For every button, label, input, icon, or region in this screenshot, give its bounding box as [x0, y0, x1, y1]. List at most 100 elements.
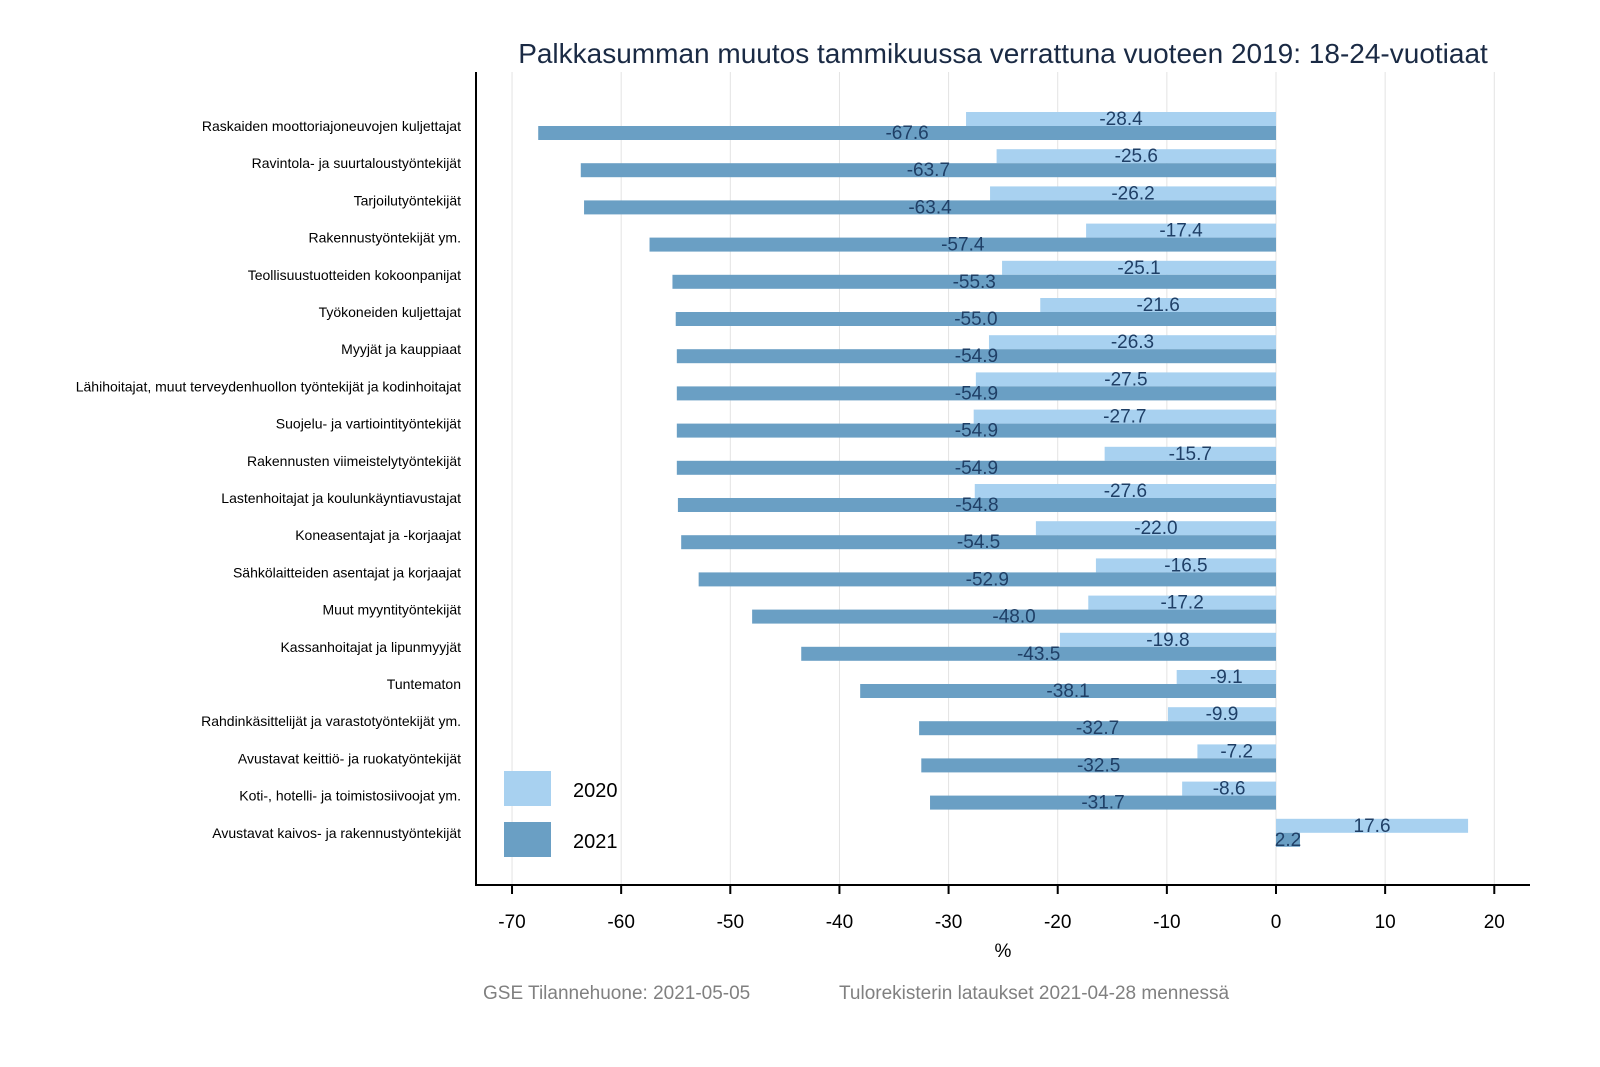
data-label-2021: -48.0: [992, 607, 1035, 628]
bar-2021: [681, 535, 1276, 550]
bar-2021: [676, 423, 1276, 438]
data-label-2021: -63.7: [907, 160, 950, 181]
data-label-2020: -16.5: [1164, 555, 1207, 576]
x-ticks: -70 -60 -50 -40 -30 -20 -10 0 10 20: [498, 885, 1505, 933]
data-label-2020: -25.6: [1115, 146, 1158, 167]
category-label: Myyjät ja kauppiaat: [341, 341, 461, 357]
bar-2021: [676, 349, 1276, 364]
footer-source: GSE Tilannehuone: 2021-05-05: [483, 983, 750, 1004]
data-label-2021: -67.6: [885, 123, 928, 144]
bar-2021: [919, 721, 1276, 736]
category-label: Lähihoitajat, muut terveydenhuollon työn…: [76, 378, 461, 394]
bar-2021: [698, 572, 1276, 587]
bar-2020: [975, 372, 1276, 387]
category-label: Työkoneiden kuljettajat: [319, 304, 462, 320]
bar-2020: [988, 335, 1276, 350]
bar-2020: [1040, 298, 1276, 312]
bar-2020: [1176, 670, 1276, 684]
category-label: Sähkölaitteiden asentajat ja korjaajat: [233, 564, 461, 580]
x-tick-label: 10: [1375, 912, 1396, 933]
bar-2021: [649, 237, 1276, 252]
data-label-2020: -17.4: [1159, 221, 1203, 242]
data-label-2021: -38.1: [1046, 681, 1089, 702]
data-label-2021: -31.7: [1081, 793, 1124, 814]
data-labels: -28.4 -67.6 -25.6 -63.7 -26.2 -63.4 -17.4 -57.4…: [885, 109, 1390, 851]
bar-2020: [1035, 521, 1276, 536]
data-label-2021: -32.5: [1077, 755, 1120, 776]
data-label-2021: -54.8: [955, 495, 998, 516]
data-label-2020: -9.1: [1210, 667, 1243, 688]
bar-2021: [752, 609, 1276, 624]
data-label-2021: -54.5: [957, 532, 1000, 553]
data-label-2021: -63.4: [908, 197, 952, 218]
category-label: Avustavat kaivos- ja rakennustyöntekijät: [212, 825, 461, 841]
legend: 2020 2021: [504, 771, 618, 857]
legend-label-2020: 2020: [573, 780, 618, 802]
chart-title: Palkkasumman muutos tammikuussa verrattu…: [518, 38, 1488, 69]
category-labels: Raskaiden moottoriajoneuvojen kuljettaja…: [76, 118, 461, 841]
category-label: Tuntematon: [387, 676, 461, 692]
bar-2021: [860, 684, 1276, 698]
x-tick-label: -30: [935, 912, 962, 933]
category-label: Teollisuustuotteiden kokoonpanijat: [248, 267, 461, 283]
data-label-2020: -9.9: [1206, 704, 1239, 725]
data-label-2020: -8.6: [1213, 779, 1246, 800]
category-label: Ravintola- ja suurtaloustyöntekijät: [252, 155, 461, 171]
category-label: Rahdinkäsittelijät ja varastotyöntekijät…: [201, 713, 461, 729]
category-label: Avustavat keittiö- ja ruokatyöntekijät: [238, 750, 461, 766]
bar-2021: [675, 312, 1276, 326]
data-label-2020: -26.2: [1111, 183, 1154, 204]
bar-2021: [580, 163, 1276, 178]
data-label-2021: -43.5: [1017, 644, 1060, 665]
x-tick-label: -60: [607, 912, 634, 933]
data-label-2020: -21.6: [1136, 295, 1179, 316]
data-label-2021: -54.9: [955, 458, 998, 479]
x-tick-label: -10: [1153, 912, 1180, 933]
category-label: Lastenhoitajat ja koulunkäyntiavustajat: [221, 490, 461, 506]
category-label: Rakennustyöntekijät ym.: [308, 230, 461, 246]
category-label: Rakennusten viimeistelytyöntekijät: [247, 453, 461, 469]
category-label: Raskaiden moottoriajoneuvojen kuljettaja…: [202, 118, 461, 134]
bar-2021: [676, 386, 1276, 401]
data-label-2020: -15.7: [1169, 444, 1212, 465]
data-label-2020: -25.1: [1117, 258, 1160, 279]
data-label-2021: -55.3: [953, 272, 996, 293]
data-label-2020: -27.5: [1104, 369, 1147, 390]
bar-2021: [677, 498, 1276, 512]
category-label: Suojelu- ja vartiointityöntekijät: [276, 416, 461, 432]
bar-2020: [1002, 260, 1276, 275]
bar-2020: [966, 112, 1276, 126]
category-label: Koti-, hotelli- ja toimistosiivoojat ym.: [239, 788, 461, 804]
data-label-2021: -52.9: [966, 569, 1009, 590]
x-tick-label: -50: [717, 912, 744, 933]
bar-2020: [1059, 632, 1276, 647]
data-label-2021: -54.9: [955, 421, 998, 442]
data-label-2021: -54.9: [955, 346, 998, 367]
bar-2020: [1095, 558, 1276, 573]
category-label: Muut myyntityöntekijät: [323, 602, 462, 618]
category-label: Koneasentajat ja -korjaajat: [295, 527, 461, 543]
bar-2021: [801, 646, 1276, 661]
bar-2020: [996, 149, 1276, 164]
data-label-2020: -27.7: [1103, 407, 1146, 428]
data-label-2021: -32.7: [1076, 718, 1119, 739]
legend-swatch-2020: [504, 771, 551, 806]
x-tick-label: -20: [1044, 912, 1071, 933]
category-label: Kassanhoitajat ja lipunmyyjät: [280, 639, 461, 655]
data-label-2020: -17.2: [1160, 593, 1203, 614]
bar-2020: [990, 186, 1276, 201]
footer-note: Tulorekisterin lataukset 2021-04-28 menn…: [839, 983, 1229, 1004]
data-label-2020: -28.4: [1099, 109, 1143, 130]
data-label-2020: -27.6: [1104, 481, 1147, 502]
x-tick-label: 0: [1271, 912, 1282, 933]
bar-2020: [1167, 707, 1276, 722]
data-label-2020: -19.8: [1146, 630, 1189, 651]
bar-2021: [584, 200, 1276, 215]
data-label-2020: 17.6: [1354, 816, 1391, 837]
x-tick-label: -40: [826, 912, 853, 933]
bar-2020: [974, 484, 1276, 498]
bar-2021: [676, 460, 1276, 475]
bar-2021: [538, 126, 1276, 140]
bar-2020: [1088, 595, 1276, 610]
